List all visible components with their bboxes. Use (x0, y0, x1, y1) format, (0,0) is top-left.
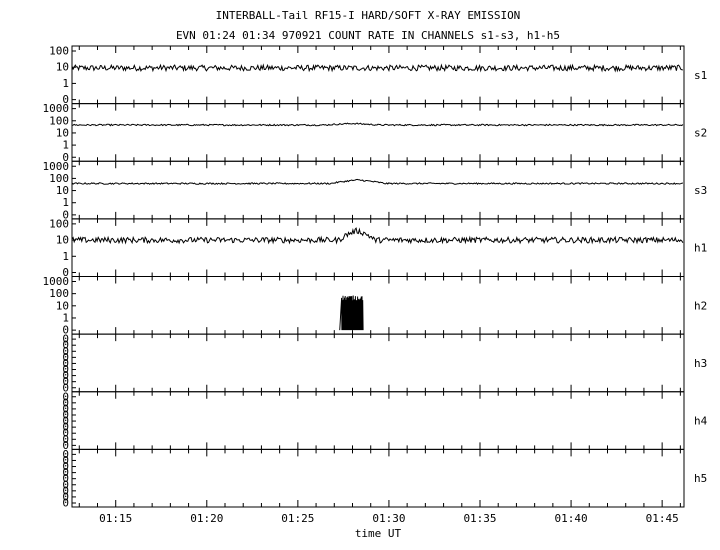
panel-label-h2: h2 (694, 299, 707, 312)
y-tick-label-s2: 1000 (43, 102, 70, 115)
trace-s3 (71, 178, 683, 185)
panel-frame-s1 (71, 45, 685, 105)
y-tick-label-s3: 0 (62, 208, 69, 221)
y-tick-label-h3: 0 (62, 351, 69, 364)
y-tick-label-h5: 0 (62, 454, 69, 467)
y-tick-label-h1: 10 (56, 234, 69, 247)
y-tick-label-s2: 0 (62, 151, 69, 164)
y-tick-label-h5: 0 (62, 472, 69, 485)
trace-s2 (71, 122, 684, 127)
y-tick-label-h5: 0 (62, 497, 69, 510)
y-tick-label-h3: 0 (62, 363, 69, 376)
y-tick-label-h3: 0 (62, 333, 69, 346)
y-tick-label-h4: 0 (62, 433, 69, 446)
panel-frame-s3 (71, 160, 685, 220)
y-tick-label-h5: 0 (62, 466, 69, 479)
y-tick-label-h2: 10 (56, 299, 69, 312)
y-tick-label-s3: 100 (49, 172, 69, 185)
x-tick-label: 01:15 (99, 512, 132, 525)
panel-frame-h1 (71, 218, 685, 277)
y-tick-label-h4: 0 (62, 439, 69, 452)
y-tick-label-s1: 10 (56, 61, 69, 74)
y-tick-label-h5: 0 (62, 460, 69, 473)
y-tick-label-s3: 1 (62, 196, 69, 209)
y-tick-label-s2: 100 (49, 114, 69, 127)
x-tick-label: 01:45 (646, 512, 679, 525)
panel-label-h3: h3 (694, 357, 707, 370)
y-tick-label-h3: 0 (62, 381, 69, 394)
y-tick-label-s2: 10 (56, 126, 69, 139)
y-tick-label-s1: 1 (62, 77, 69, 90)
y-tick-label-h2: 1000 (43, 275, 70, 288)
y-tick-label-h5: 0 (62, 448, 69, 461)
y-tick-label-s2: 1 (62, 139, 69, 152)
panel-frame-h2 (71, 276, 685, 335)
panel-frame-h5 (71, 448, 685, 508)
y-tick-label-h3: 0 (62, 369, 69, 382)
panel-label-h5: h5 (694, 472, 707, 485)
y-tick-label-h4: 0 (62, 396, 69, 409)
panel-label-h4: h4 (694, 415, 708, 428)
y-tick-label-s3: 1000 (43, 160, 70, 173)
chart-title: INTERBALL-Tail RF15-I HARD/SOFT X-RAY EM… (216, 9, 521, 22)
trace-s1 (71, 63, 683, 73)
y-tick-label-h1: 0 (62, 266, 69, 279)
panel-label-s2: s2 (694, 126, 707, 139)
trace-h1 (71, 227, 684, 245)
y-tick-label-h2: 0 (62, 324, 69, 337)
x-axis-label: time UT (355, 527, 402, 540)
y-tick-label-h5: 0 (62, 478, 69, 491)
y-tick-label-h3: 0 (62, 339, 69, 352)
x-tick-label: 01:40 (555, 512, 588, 525)
y-tick-label-h2: 100 (49, 287, 69, 300)
panel-frame-s2 (71, 103, 685, 162)
y-tick-label-h4: 0 (62, 390, 69, 403)
y-tick-label-h3: 0 (62, 357, 69, 370)
y-tick-label-h3: 0 (62, 375, 69, 388)
x-tick-label: 01:20 (190, 512, 223, 525)
x-axis: 01:15 01:20 01:25 01:30 01:35 01:40 01:45 (99, 512, 679, 525)
panel-frame-h3 (71, 333, 685, 393)
panel-label-s1: s1 (694, 69, 707, 82)
y-tick-label-h2: 1 (62, 311, 69, 324)
x-tick-label: 01:35 (463, 512, 496, 525)
panels: 1001010s110001001010s210001001010s310010… (43, 45, 708, 510)
x-tick-label: 01:25 (281, 512, 314, 525)
panel-label-s3: s3 (694, 184, 707, 197)
panel-label-h1: h1 (694, 242, 707, 255)
y-tick-label-h4: 0 (62, 415, 69, 428)
y-tick-label-h5: 0 (62, 484, 69, 497)
y-tick-label-h1: 1 (62, 250, 69, 263)
trace-h2 (339, 295, 364, 331)
x-tick-label: 01:30 (372, 512, 405, 525)
chart-subtitle: EVN 01:24 01:34 970921 COUNT RATE IN CHA… (176, 29, 560, 42)
y-tick-label-h4: 0 (62, 421, 69, 434)
y-tick-label-h1: 100 (49, 217, 69, 230)
y-tick-label-h4: 0 (62, 427, 69, 440)
y-tick-label-s1: 0 (62, 93, 69, 106)
y-tick-label-h3: 0 (62, 345, 69, 358)
y-tick-label-h5: 0 (62, 490, 69, 503)
y-tick-label-h4: 0 (62, 402, 69, 415)
y-tick-label-h4: 0 (62, 408, 69, 421)
panel-frame-h4 (71, 391, 685, 450)
y-tick-label-s1: 100 (49, 45, 69, 58)
y-tick-label-s3: 10 (56, 184, 69, 197)
